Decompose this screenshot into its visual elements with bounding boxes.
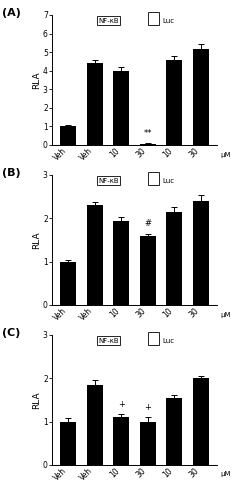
Bar	[140, 236, 156, 305]
Bar	[166, 398, 182, 465]
Text: μM: μM	[220, 152, 231, 158]
Text: EPA: EPA	[127, 354, 142, 364]
Bar	[87, 385, 103, 465]
Text: (C): (C)	[2, 328, 21, 338]
Text: +: +	[144, 403, 151, 412]
Bar	[60, 422, 76, 465]
Bar	[140, 144, 156, 145]
Bar	[193, 201, 209, 305]
Bar	[166, 212, 182, 305]
Text: LPS: LPS	[128, 223, 141, 232]
Bar	[87, 206, 103, 305]
Text: ACA: ACA	[180, 354, 196, 364]
Text: (B): (B)	[2, 168, 21, 178]
Bar	[148, 332, 159, 345]
Text: ACA: ACA	[180, 194, 196, 203]
Y-axis label: RLA: RLA	[33, 231, 42, 249]
Y-axis label: RLA: RLA	[33, 71, 42, 89]
Text: (A): (A)	[2, 8, 21, 18]
Text: EPA: EPA	[127, 194, 142, 203]
Text: Luc: Luc	[163, 18, 175, 24]
Bar	[60, 262, 76, 305]
Bar	[148, 172, 159, 186]
Bar	[193, 50, 209, 145]
Y-axis label: RLA: RLA	[33, 391, 42, 409]
Text: NF-κB: NF-κB	[98, 18, 119, 24]
Text: #: #	[144, 220, 151, 228]
Text: μM: μM	[220, 472, 231, 478]
Bar	[166, 60, 182, 145]
Text: NF-κB: NF-κB	[98, 178, 119, 184]
Text: NF-κB: NF-κB	[98, 338, 119, 344]
Bar	[87, 64, 103, 145]
Bar	[113, 220, 129, 305]
Text: Luc: Luc	[163, 178, 175, 184]
Text: MALP-2: MALP-2	[120, 383, 149, 392]
Bar	[113, 418, 129, 465]
Bar	[60, 126, 76, 145]
Bar	[113, 70, 129, 145]
Text: **: **	[143, 129, 152, 138]
Text: Luc: Luc	[163, 338, 175, 344]
Bar	[193, 378, 209, 465]
Bar	[140, 422, 156, 465]
Text: +: +	[118, 400, 125, 408]
Bar	[148, 12, 159, 26]
Text: μM: μM	[220, 312, 231, 318]
